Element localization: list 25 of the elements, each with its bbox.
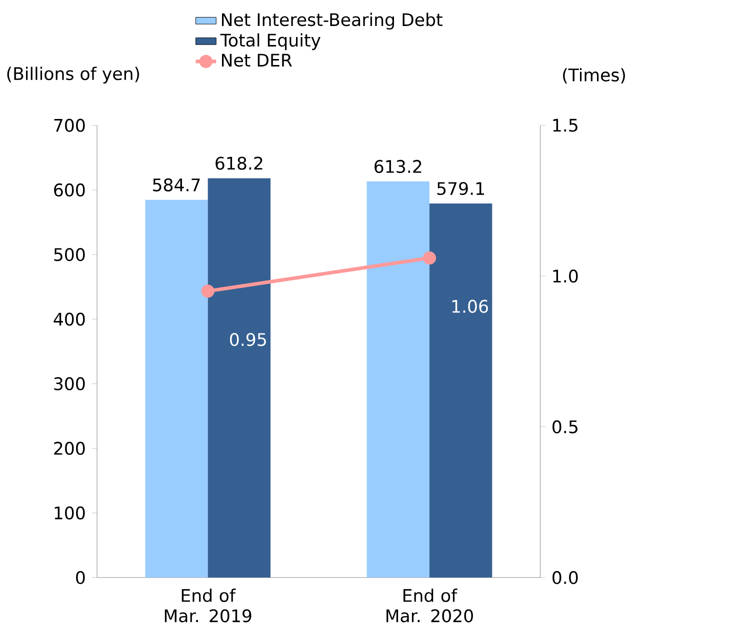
y-tick-label: 600: [54, 184, 85, 197]
y2-tick-label: 0.5: [552, 420, 578, 434]
y-axis-title: (Billions of yen): [7, 66, 140, 84]
y2-tick-label: 1.5: [553, 119, 578, 132]
y-tick-label: 700: [54, 119, 85, 132]
data-label: 0.95: [230, 333, 266, 346]
y-tick-label: 0: [76, 571, 85, 584]
y-tick-label: 300: [54, 377, 85, 390]
data-label: 1.06: [452, 300, 488, 314]
data-label: 579.1: [437, 182, 484, 196]
data-label: 613.2: [374, 160, 422, 174]
data-label: 584.7: [153, 178, 200, 192]
x-tick-label: End of Mar. 2020: [386, 588, 473, 623]
y2-tick-label: 1.0: [553, 270, 578, 283]
y2-tick-label: 0.0: [552, 571, 578, 584]
legend-label: Total Equity: [220, 34, 320, 50]
y2-axis-title: (Times): [563, 68, 625, 84]
x-tick-label: End of Mar. 2019: [164, 588, 252, 623]
data-label: 618.2: [216, 156, 262, 170]
y-tick-label: 200: [54, 442, 85, 456]
legend-label: Net DER: [222, 54, 292, 67]
legend-label: Net Interest-Bearing Debt: [222, 12, 442, 30]
y-tick-label: 500: [54, 248, 85, 262]
y-tick-label: 400: [54, 312, 85, 326]
y-tick-label: 100: [54, 506, 85, 520]
